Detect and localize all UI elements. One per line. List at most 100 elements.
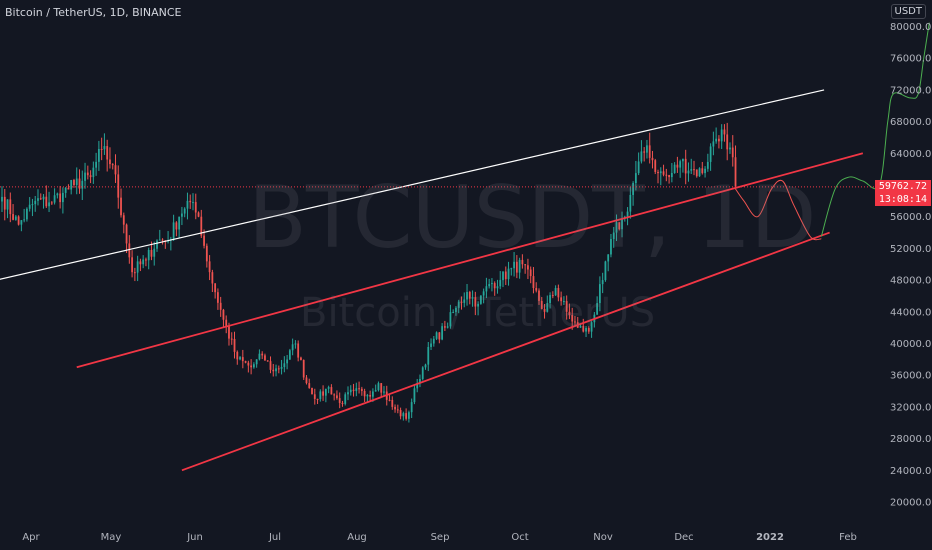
candle-body (380, 383, 383, 393)
candle-body (538, 290, 540, 301)
candle-body (275, 368, 277, 372)
candle-body (147, 249, 150, 261)
candle-body (225, 319, 228, 327)
candle-body (59, 193, 62, 203)
candle-body (421, 367, 424, 380)
currency-badge[interactable]: USDT (890, 4, 926, 19)
symbol-title: Bitcoin / TetherUS, 1D, BINANCE (5, 6, 182, 19)
candle-body (297, 343, 300, 358)
candle-body (648, 145, 651, 158)
candle-body (322, 391, 324, 396)
candle-body (158, 239, 161, 241)
candle-body (358, 388, 360, 390)
y-tick-label: 44000.00 (890, 307, 932, 318)
candle-body (70, 179, 73, 190)
candle-body (131, 257, 133, 273)
candle-body (482, 291, 485, 296)
candle-body (551, 295, 554, 297)
candle-body (181, 213, 183, 217)
trendline-middle-red (76, 152, 864, 369)
y-tick-label: 20000.00 (890, 498, 932, 509)
candle-body (582, 325, 585, 332)
candle-body (26, 208, 28, 220)
candle-body (374, 390, 377, 392)
x-axis: Apr May Jun Jul Aug Sep Oct Nov Dec 2022 Feb (22, 532, 857, 543)
candle-body (45, 196, 48, 207)
candle-body (468, 291, 471, 299)
candle-body (554, 288, 557, 296)
candle-body (145, 259, 147, 261)
candle-body (133, 272, 136, 274)
candle-body (687, 170, 690, 174)
candle-body (363, 390, 366, 397)
candle-body (338, 398, 341, 403)
candle-body (679, 161, 682, 168)
trendline-upper-white (0, 89, 825, 280)
candle-body (186, 200, 189, 209)
candle-body (244, 361, 247, 363)
countdown-label: 13:08:14 (874, 192, 931, 206)
candle-body (654, 160, 657, 172)
candle-body (621, 218, 623, 230)
candle-body (109, 159, 111, 165)
candle-body (612, 232, 615, 240)
candle-body (416, 383, 419, 389)
candle-body (305, 377, 308, 384)
candle-body (535, 288, 538, 291)
candle-body (704, 168, 706, 174)
candle-body (452, 311, 455, 313)
candle-body (596, 303, 599, 315)
candle-body (563, 301, 565, 303)
candle-body (690, 169, 693, 171)
y-tick-label: 32000.00 (890, 402, 932, 413)
candle-body (579, 325, 582, 328)
candle-body (430, 343, 432, 347)
candle-body (729, 147, 731, 150)
candle-body (324, 388, 327, 396)
candle-body (485, 286, 488, 292)
candle-body (527, 265, 529, 270)
candle-body (493, 283, 496, 289)
candle-body (313, 394, 316, 399)
x-tick-label: 2022 (756, 532, 784, 543)
candle-body (23, 219, 26, 221)
candle-body (718, 138, 720, 142)
candle-body (189, 200, 192, 203)
candle-body (283, 363, 286, 368)
candle-body (73, 179, 75, 185)
current-price-label: 59762.72 (874, 179, 931, 193)
candle-body (372, 391, 374, 397)
candle-body (615, 222, 618, 233)
candle-body (432, 338, 435, 344)
candle-body (122, 215, 125, 225)
y-axis: 80000.00 76000.00 72000.00 68000.00 64000.00… (890, 22, 932, 509)
candle-body (261, 353, 264, 356)
candle-body (352, 389, 355, 392)
y-tick-label: 76000.00 (890, 54, 932, 65)
candle-body (634, 173, 637, 184)
candle-body (178, 216, 181, 230)
candle-body (172, 222, 175, 240)
watermark-name: Bitcoin / TetherUS (300, 290, 656, 336)
candle-body (446, 326, 449, 328)
candle-body (629, 194, 632, 212)
candle-body (662, 171, 665, 175)
trendlines-group (0, 89, 864, 472)
candle-body (610, 239, 612, 255)
candle-body (682, 158, 684, 162)
candle-body (153, 248, 156, 257)
candle-body (407, 412, 410, 419)
candle-body (701, 168, 704, 174)
candle-body (31, 204, 34, 206)
candle-body (28, 204, 31, 209)
candle-body (474, 297, 477, 307)
candle-body (236, 351, 239, 360)
candle-body (504, 271, 507, 280)
candle-body (250, 365, 253, 368)
x-tick-label: Apr (22, 532, 40, 543)
candle-body (316, 398, 319, 400)
candle-body (111, 164, 114, 166)
candle-body (103, 146, 106, 150)
candle-body (161, 239, 164, 241)
